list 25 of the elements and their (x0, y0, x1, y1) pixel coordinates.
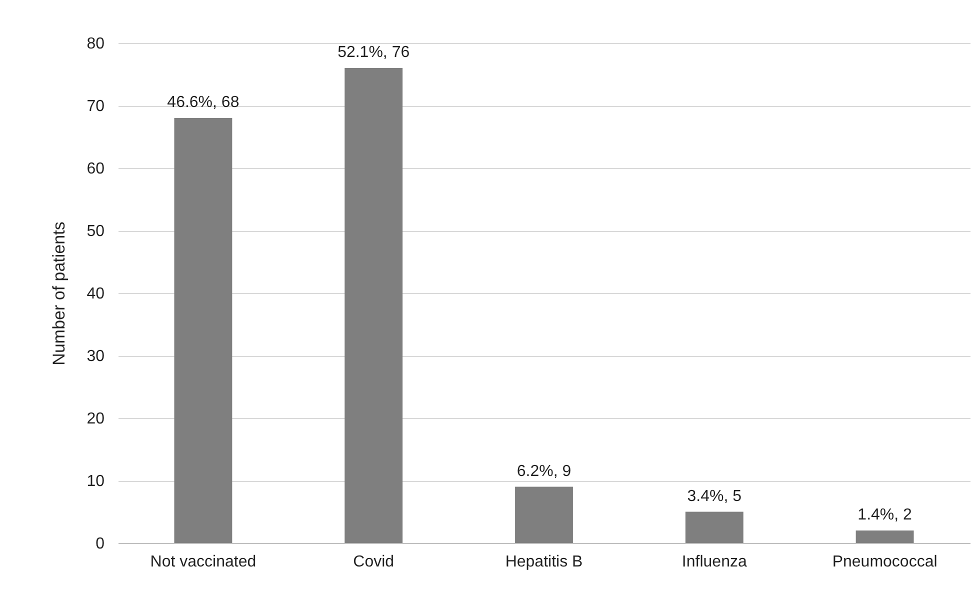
y-tick-label: 60 (86, 160, 105, 178)
bar (685, 512, 744, 543)
y-tick-label: 30 (86, 348, 105, 365)
data-label: 1.4%, 2 (858, 506, 912, 524)
data-label: 3.4%, 5 (687, 488, 742, 505)
bar (344, 68, 403, 543)
y-axis-title: Number of patients (50, 222, 69, 366)
y-tick-label: 40 (86, 286, 105, 302)
y-tick-label: 0 (96, 536, 105, 552)
data-label: 52.1%, 76 (338, 44, 410, 61)
x-tick-label: Pneumococcal (832, 554, 938, 570)
y-tick-label: 50 (86, 223, 105, 240)
y-tick-label: 80 (86, 36, 105, 52)
y-tick-label: 10 (86, 473, 105, 490)
bar (174, 118, 232, 543)
x-tick-label: Hepatitis B (505, 554, 583, 570)
data-label: 46.6%, 68 (167, 94, 240, 111)
y-tick-label: 20 (86, 410, 105, 428)
y-tick-label: 70 (86, 98, 105, 115)
bar (515, 486, 573, 543)
x-tick-label: Covid (353, 554, 394, 570)
bar (856, 530, 914, 543)
x-tick-label: Influenza (682, 554, 747, 570)
x-tick-label: Not vaccinated (150, 554, 256, 570)
data-label: 6.2%, 9 (516, 462, 572, 480)
